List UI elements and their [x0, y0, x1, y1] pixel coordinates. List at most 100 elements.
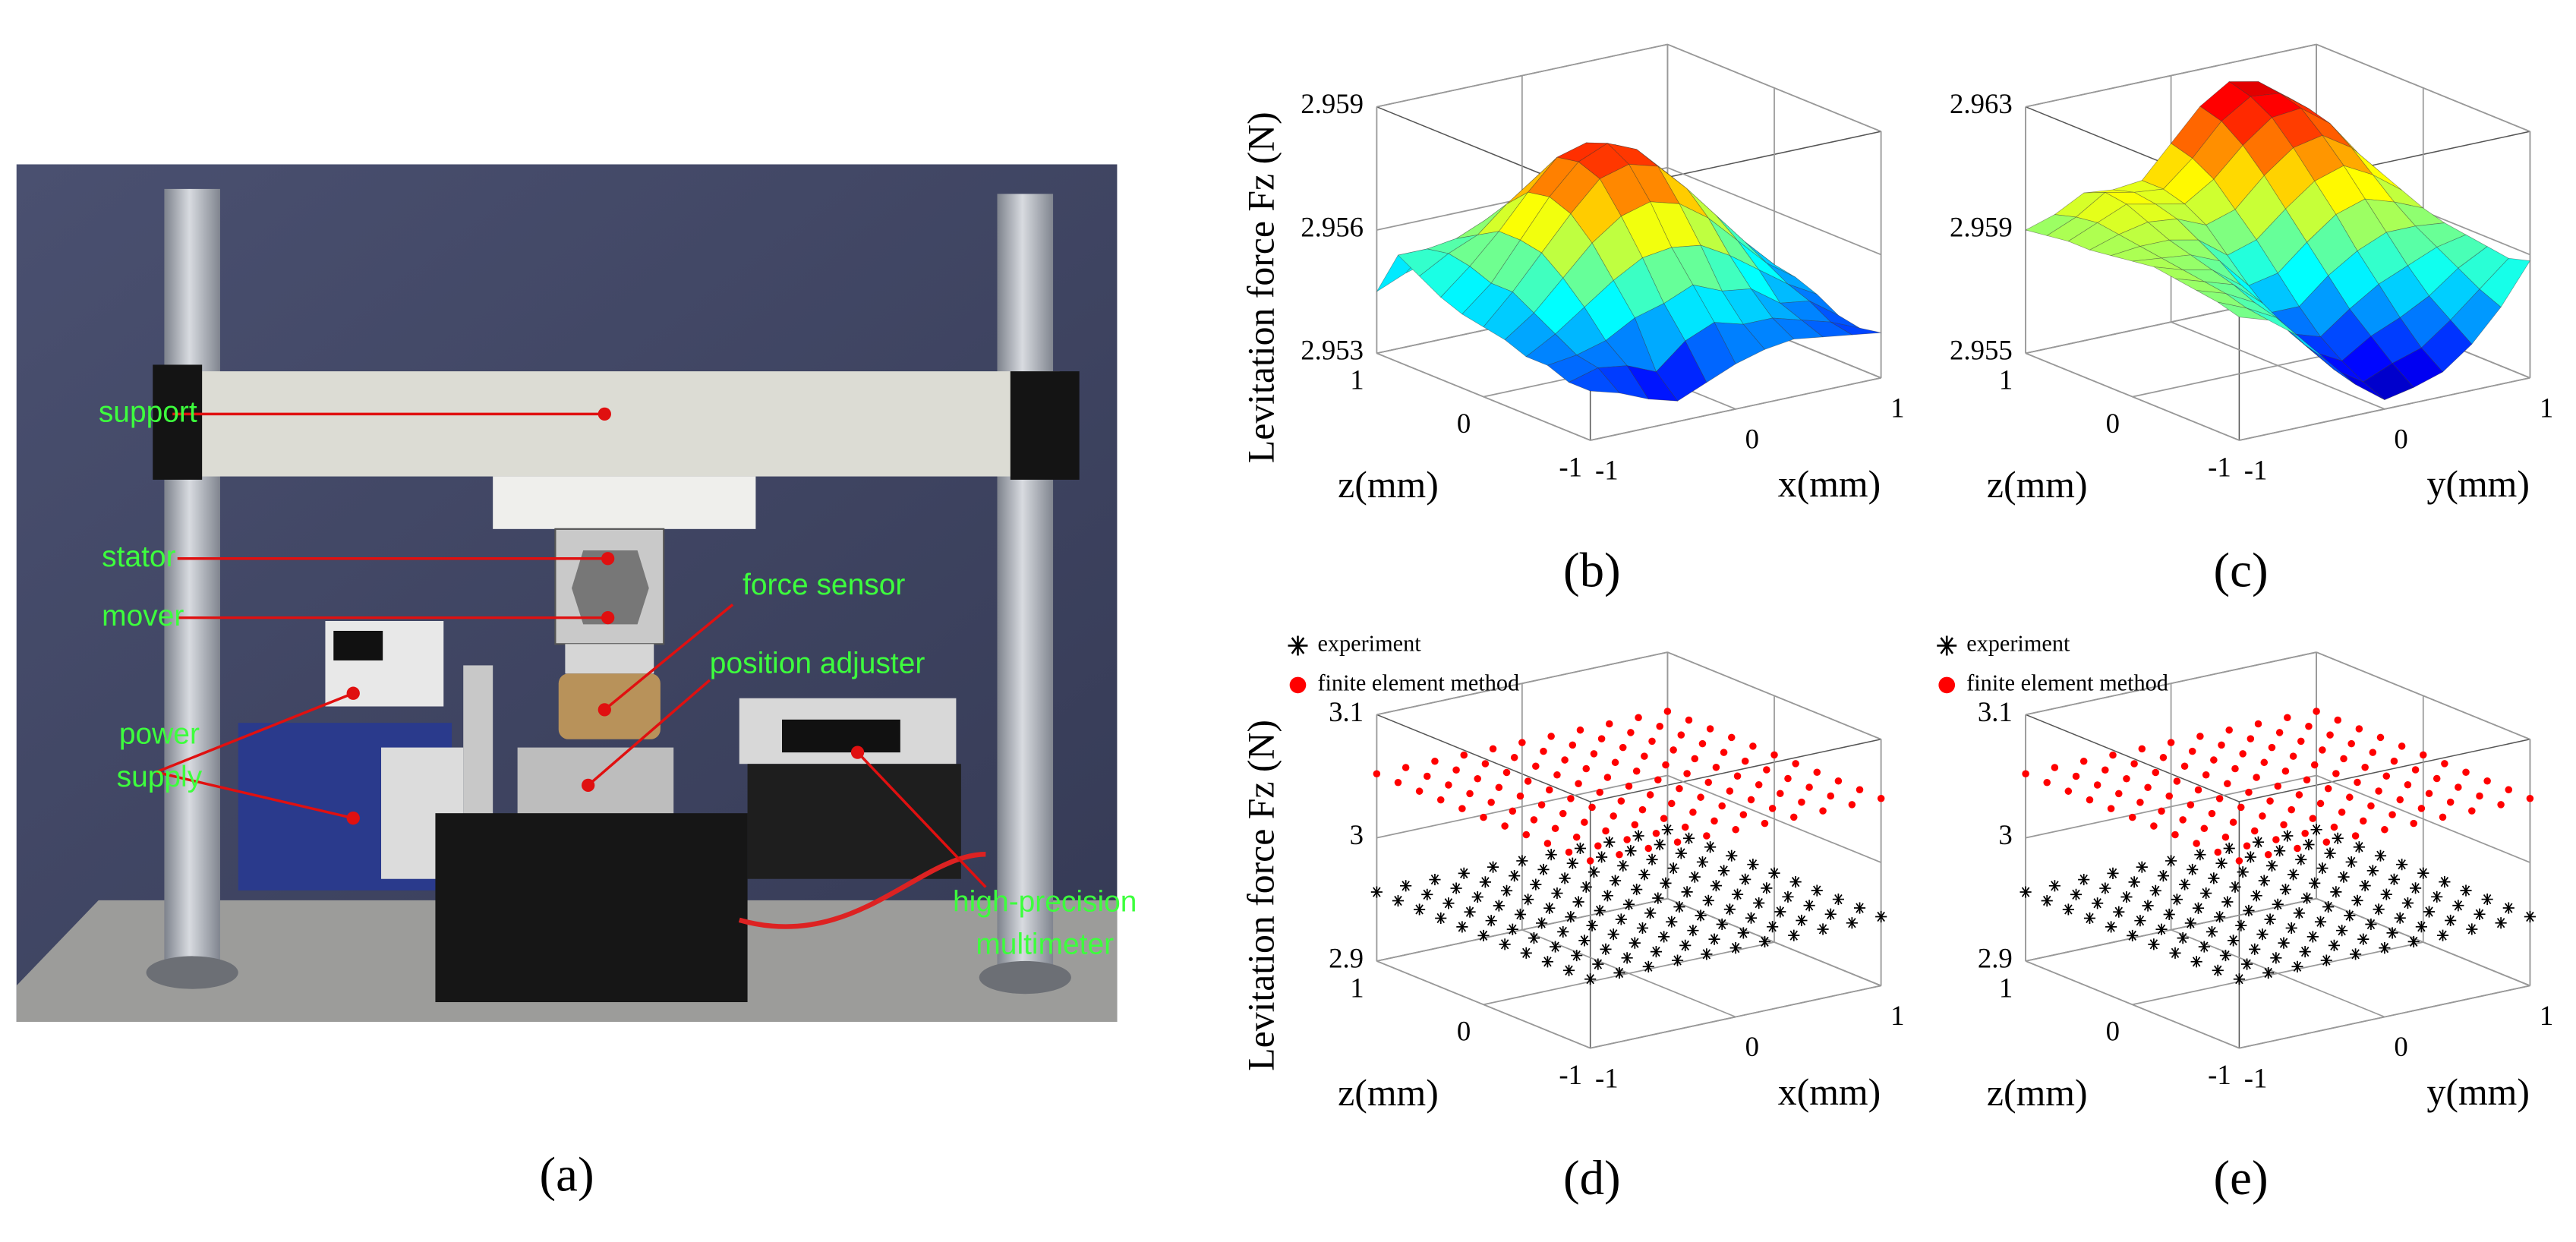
- pole: [164, 188, 220, 969]
- point: [2495, 917, 2507, 929]
- point: [2051, 764, 2059, 771]
- point: [1679, 939, 1692, 951]
- point: [2351, 832, 2360, 840]
- point: [1877, 794, 1885, 802]
- point: [2462, 768, 2470, 777]
- point: [1687, 925, 1699, 937]
- point: [1631, 884, 1643, 896]
- point: [1763, 766, 1770, 774]
- point: [1565, 848, 1573, 856]
- point: [2202, 771, 2210, 779]
- point: [1415, 787, 1424, 795]
- box-edge: [1590, 739, 1881, 802]
- point: [2215, 795, 2224, 802]
- point: [1597, 735, 1606, 742]
- point: [1588, 803, 1596, 812]
- point: [1701, 948, 1713, 960]
- point: [1761, 819, 1769, 827]
- annotation: position adjuster: [710, 648, 925, 680]
- grid-line: [1376, 960, 1591, 1049]
- pole: [997, 194, 1054, 975]
- point: [1739, 873, 1751, 885]
- point: [1617, 859, 1629, 872]
- point: [2446, 798, 2455, 806]
- point: [2291, 960, 2303, 972]
- point: [1644, 844, 1653, 853]
- point: [1668, 799, 1676, 808]
- stage: [435, 813, 748, 1003]
- point: [1530, 816, 1538, 824]
- point: [2415, 921, 2427, 933]
- leader-line: [856, 751, 987, 888]
- point: [2497, 801, 2505, 809]
- point: [1466, 790, 1474, 798]
- x-tick-label: 0: [1745, 424, 1759, 455]
- point: [2165, 855, 2177, 867]
- point: [2334, 716, 2341, 724]
- point: [2324, 784, 2332, 793]
- point: [1435, 912, 1447, 925]
- point: [2022, 770, 2029, 778]
- point: [1716, 918, 1728, 931]
- point: [2303, 838, 2315, 851]
- point: [1681, 886, 1693, 898]
- point: [1648, 737, 1656, 746]
- point: [1635, 714, 1642, 721]
- caption: (e): [2214, 1151, 2269, 1206]
- point: [2288, 805, 2295, 814]
- point: [1846, 917, 1858, 929]
- z-tick-label: 2.953: [1301, 335, 1364, 366]
- point: [2105, 921, 2117, 933]
- point: [1656, 722, 1663, 730]
- point: [1543, 902, 1556, 914]
- point: [2169, 947, 2181, 959]
- point: [1737, 927, 1749, 939]
- instrument: [747, 764, 961, 879]
- point: [1784, 774, 1792, 783]
- point: [1596, 851, 1608, 863]
- point: [1524, 777, 1532, 785]
- point: [2272, 898, 2284, 910]
- chart: 2.9 3 3.1 -1 0 1 -1 0 1 z(mm) x(mm) Levitation forc…: [1241, 630, 1905, 1206]
- point: [2167, 739, 2175, 746]
- x-tick-label: 1: [1890, 392, 1904, 423]
- point: [2361, 764, 2369, 771]
- point: [2394, 912, 2406, 924]
- point: [2180, 762, 2189, 771]
- point: [2212, 964, 2224, 976]
- point: [2093, 781, 2101, 789]
- y-tick-label: -1: [1559, 451, 1582, 482]
- point: [1493, 900, 1505, 912]
- point: [2215, 857, 2228, 869]
- point: [1803, 900, 1815, 912]
- point: [2502, 902, 2515, 914]
- point: [2194, 786, 2202, 794]
- annotations: support stator mover force sensor position a…: [99, 396, 1137, 961]
- z-tick-label: 3: [1350, 819, 1364, 850]
- support-beam: [181, 371, 1060, 477]
- caption: (c): [2214, 543, 2269, 597]
- annotation: power: [119, 718, 200, 751]
- point: [2396, 859, 2408, 871]
- point: [1676, 784, 1683, 793]
- point: [2043, 778, 2051, 786]
- point: [2148, 938, 2160, 950]
- point: [2303, 776, 2311, 784]
- point: [2330, 823, 2338, 831]
- point: [2130, 760, 2138, 768]
- point: [1611, 758, 1619, 767]
- point: [2350, 948, 2362, 960]
- x-tick-label: 0: [2394, 1031, 2407, 1062]
- position-adjuster: [517, 747, 674, 821]
- y-tick-label: 0: [1457, 1016, 1471, 1047]
- point: [1718, 865, 1730, 877]
- point: [1729, 942, 1742, 954]
- point: [1528, 932, 1540, 944]
- point: [2079, 758, 2088, 765]
- z-tick-label: 3.1: [1978, 696, 2013, 727]
- point: [2452, 900, 2464, 912]
- point: [1817, 923, 1829, 935]
- point: [1474, 774, 1481, 783]
- point: [1790, 813, 1798, 821]
